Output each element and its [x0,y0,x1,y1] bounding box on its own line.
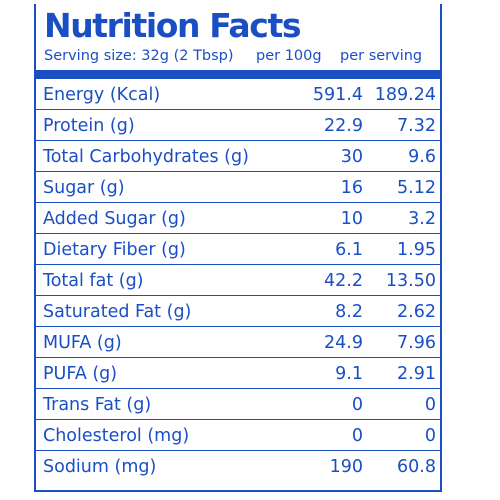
nutrient-name: Cholesterol (mg) [43,426,190,446]
nutrient-name: Total Carbohydrates (g) [43,147,249,167]
column-header-per-serving: per serving [340,48,423,64]
value-per-serving: 2.62 [397,302,436,322]
header-divider [36,70,440,79]
nutrient-row: MUFA (g) 24.9 7.96 [36,327,440,358]
nutrition-label-panel [34,4,442,492]
value-per-100g: 22.9 [324,116,363,136]
value-per-100g: 6.1 [335,240,363,260]
nutrient-name: Added Sugar (g) [43,209,186,229]
serving-size: Serving size: 32g (2 Tbsp) [44,48,234,64]
value-per-serving: 5.12 [397,178,436,198]
nutrient-name: MUFA (g) [43,333,122,353]
value-per-100g: 190 [329,457,363,477]
nutrient-row: Total fat (g) 42.2 13.50 [36,265,440,296]
value-per-100g: 9.1 [335,364,363,384]
value-per-serving: 2.91 [397,364,436,384]
nutrient-row: Energy (Kcal) 591.4 189.24 [36,79,440,110]
value-per-100g: 591.4 [312,85,363,105]
value-per-serving: 0 [424,395,436,415]
nutrient-table: Energy (Kcal) 591.4 189.24 Protein (g) 2… [36,79,440,482]
nutrient-name: Protein (g) [43,116,135,136]
nutrient-name: Total fat (g) [43,271,144,291]
value-per-serving: 60.8 [397,457,436,477]
nutrient-row: Sugar (g) 16 5.12 [36,172,440,203]
nutrient-name: Trans Fat (g) [43,395,152,415]
value-per-serving: 3.2 [408,209,436,229]
column-header-per-100g: per 100g [256,48,322,64]
nutrient-name: Dietary Fiber (g) [43,240,186,260]
value-per-serving: 7.96 [397,333,436,353]
nutrient-row: Sodium (mg) 190 60.8 [36,451,440,482]
value-per-100g: 42.2 [324,271,363,291]
nutrient-row: Saturated Fat (g) 8.2 2.62 [36,296,440,327]
value-per-100g: 30 [340,147,363,167]
value-per-100g: 10 [340,209,363,229]
value-per-serving: 0 [424,426,436,446]
value-per-100g: 8.2 [335,302,363,322]
value-per-serving: 189.24 [374,85,436,105]
nutrient-row: Dietary Fiber (g) 6.1 1.95 [36,234,440,265]
value-per-100g: 24.9 [324,333,363,353]
nutrient-row: Trans Fat (g) 0 0 [36,389,440,420]
value-per-serving: 13.50 [385,271,436,291]
nutrient-row: PUFA (g) 9.1 2.91 [36,358,440,389]
value-per-100g: 0 [351,426,363,446]
value-per-100g: 0 [351,395,363,415]
label-title: Nutrition Facts [44,6,301,45]
nutrient-name: Saturated Fat (g) [43,302,192,322]
value-per-serving: 1.95 [397,240,436,260]
nutrient-row: Total Carbohydrates (g) 30 9.6 [36,141,440,172]
nutrient-row: Protein (g) 22.9 7.32 [36,110,440,141]
value-per-serving: 9.6 [408,147,436,167]
value-per-100g: 16 [340,178,363,198]
nutrient-row: Added Sugar (g) 10 3.2 [36,203,440,234]
nutrient-name: Sugar (g) [43,178,125,198]
nutrient-name: PUFA (g) [43,364,118,384]
value-per-serving: 7.32 [397,116,436,136]
nutrient-name: Sodium (mg) [43,457,157,477]
nutrient-row: Cholesterol (mg) 0 0 [36,420,440,451]
nutrient-name: Energy (Kcal) [43,85,161,105]
